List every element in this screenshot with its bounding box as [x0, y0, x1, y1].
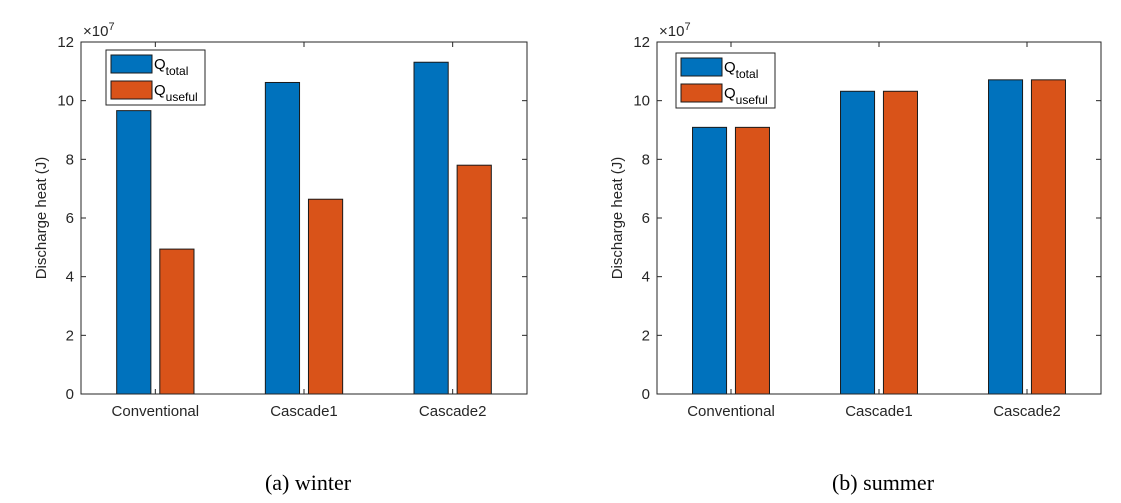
legend-swatch-useful [680, 83, 723, 103]
x-tick-label: Cascade2 [419, 403, 487, 420]
y-axis-label: Discharge heat (J) [33, 157, 50, 280]
y-tick-label: 10 [57, 93, 74, 110]
bar-q-useful-cascade1 [882, 90, 918, 395]
x-tick-label: Conventional [112, 403, 200, 420]
panel-caption: (b) summer [832, 470, 935, 495]
bar-q-total-conventional [692, 126, 728, 395]
y-tick-label: 4 [66, 269, 74, 286]
y-tick-label: 8 [66, 151, 74, 168]
bar-q-total-cascade2 [988, 79, 1024, 395]
bar-q-useful-cascade2 [456, 164, 492, 395]
y-tick-label: 12 [57, 34, 74, 51]
y-exponent-label: ×107 [659, 21, 691, 40]
x-tick-label: Cascade1 [270, 403, 338, 420]
x-tick-label: Conventional [687, 403, 775, 420]
y-tick-label: 8 [642, 151, 650, 168]
legend-swatch-useful [110, 80, 153, 100]
y-exponent-label: ×107 [83, 21, 115, 40]
x-tick-label: Cascade2 [993, 403, 1061, 420]
legend-swatch-total [680, 57, 723, 77]
y-tick-label: 0 [642, 386, 650, 403]
y-axis-label: Discharge heat (J) [609, 157, 626, 280]
bar-q-useful-conventional [734, 126, 770, 395]
y-tick-label: 2 [642, 327, 650, 344]
x-tick-label: Cascade1 [845, 403, 913, 420]
y-tick-label: 10 [633, 93, 650, 110]
bar-q-total-conventional [116, 110, 152, 395]
chart-panel-2: 0 2 4 6 8 10 12 Conventional Cascade1 Cascade2 ×10… [609, 21, 1102, 495]
y-tick-label: 12 [633, 34, 650, 51]
bar-q-useful-conventional [159, 248, 195, 395]
legend-label-useful: Quseful [724, 85, 768, 107]
panel-caption: (a) winter [265, 470, 352, 495]
bar-q-useful-cascade1 [307, 198, 344, 395]
bar-q-total-cascade2 [413, 61, 449, 395]
bar-q-total-cascade1 [840, 90, 876, 395]
bar-q-useful-cascade2 [1030, 79, 1066, 395]
y-tick-label: 4 [642, 269, 650, 286]
y-tick-label: 2 [66, 327, 74, 344]
legend-swatch-total [110, 54, 153, 74]
y-tick-label: 0 [66, 386, 74, 403]
chart-panel-1: 0 2 4 6 8 10 12 Conventional Cascade1 Cascade2 ×10… [33, 21, 528, 495]
y-tick-label: 6 [642, 210, 650, 227]
bar-q-total-cascade1 [264, 81, 301, 395]
y-tick-label: 6 [66, 210, 74, 227]
